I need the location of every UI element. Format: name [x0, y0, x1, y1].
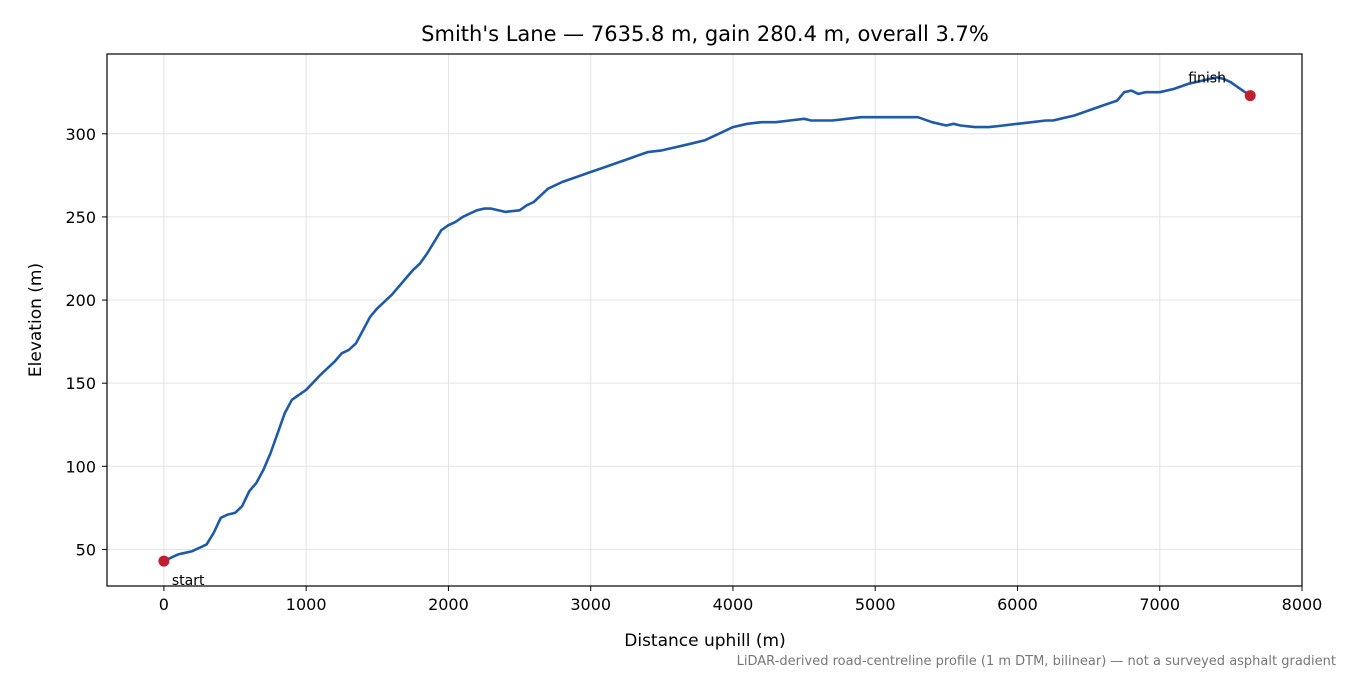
x-tick-label: 2000	[428, 595, 469, 614]
x-tick-label: 8000	[1282, 595, 1323, 614]
x-axis-label: Distance uphill (m)	[624, 631, 785, 651]
y-tick-label: 250	[65, 208, 96, 227]
annotations: start finish	[172, 71, 1226, 590]
y-tick-label: 100	[65, 457, 96, 476]
y-axis-ticks: 50 100 150 200 250 300	[65, 125, 107, 559]
y-tick-label: 200	[65, 291, 96, 310]
finish-label: finish	[1188, 71, 1226, 87]
y-tick-label: 150	[65, 374, 96, 393]
finish-marker	[1244, 90, 1256, 102]
y-axis-label: Elevation (m)	[26, 263, 46, 377]
x-tick-label: 7000	[1139, 595, 1180, 614]
y-tick-label: 50	[76, 540, 96, 559]
start-marker	[158, 555, 170, 567]
y-tick-label: 300	[65, 125, 96, 144]
x-tick-label: 4000	[713, 595, 754, 614]
x-tick-label: 6000	[997, 595, 1038, 614]
x-tick-label: 1000	[286, 595, 327, 614]
x-axis-ticks: 0 1000 2000 3000 4000 5000 6000 7000 8000	[159, 586, 1323, 614]
start-label: start	[172, 573, 205, 589]
grid	[107, 54, 1303, 586]
x-tick-label: 5000	[855, 595, 896, 614]
footer-note: LiDAR-derived road-centreline profile (1…	[737, 654, 1336, 669]
plot-frame	[106, 53, 1303, 587]
x-tick-label: 3000	[570, 595, 611, 614]
endpoint-markers	[158, 90, 1256, 567]
x-tick-label: 0	[159, 595, 169, 614]
chart-title: Smith's Lane — 7635.8 m, gain 280.4 m, o…	[421, 22, 989, 46]
elevation-line	[163, 76, 1251, 563]
